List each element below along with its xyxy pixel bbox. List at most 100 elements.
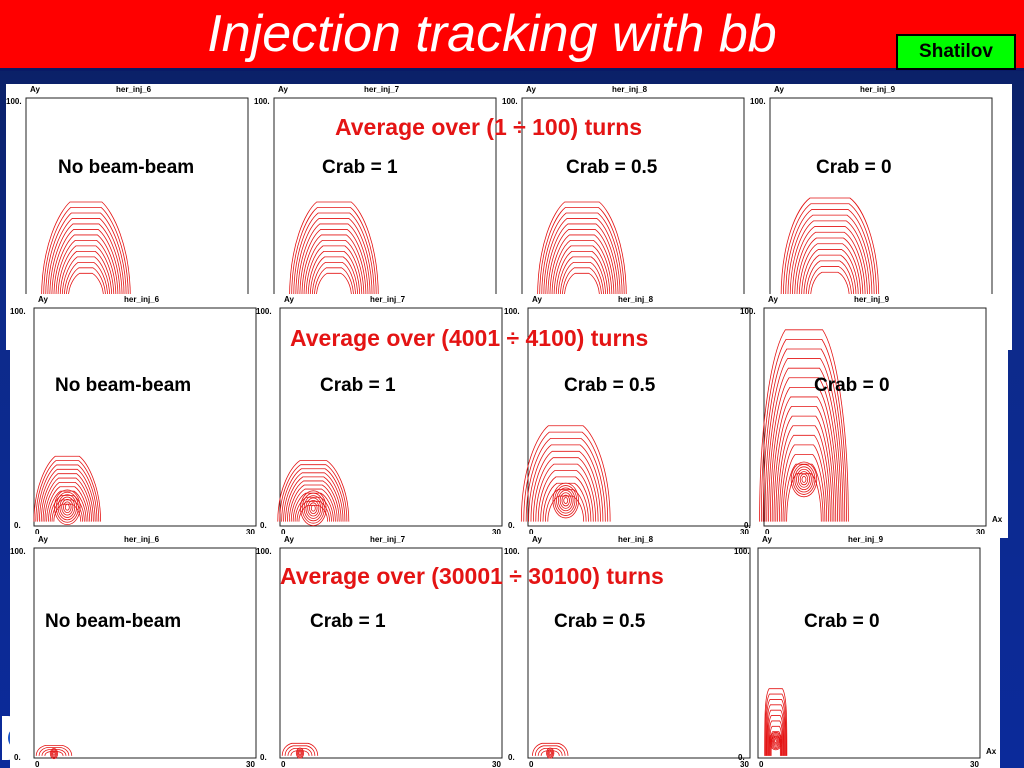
contour-core: [63, 501, 72, 514]
contour-plot-row2-her-inj-7: Ay her_inj_7 100. 0. 0 30: [256, 294, 503, 538]
y-axis-title: Ay: [768, 295, 778, 304]
contour-line: [33, 455, 101, 522]
contour-core: [64, 503, 70, 511]
contour-line: [283, 472, 344, 522]
contour-line: [290, 750, 310, 756]
x-tick-left: 0: [281, 528, 286, 537]
contour-line: [798, 243, 862, 299]
contour-line: [810, 271, 850, 299]
plot-svg: Ay her_inj_8 100.: [502, 85, 745, 299]
contour-line: [520, 425, 611, 522]
contour-core: [310, 504, 316, 512]
contour-line: [525, 438, 606, 522]
plot-name: her_inj_6: [116, 85, 152, 94]
x-tick-left: 0: [35, 528, 40, 537]
y-tick-top: 100.: [504, 307, 520, 316]
title-bar: [0, 0, 1024, 71]
contour-line: [768, 377, 840, 522]
contour-plot-row1-her-inj-8: Ay her_inj_8 100.: [502, 84, 747, 299]
plot-frame: [33, 547, 257, 759]
contour-line: [57, 245, 115, 299]
contour-line: [284, 745, 316, 756]
x-tick-right: 30: [246, 528, 255, 537]
row2-label-no-bb: No beam-beam: [55, 375, 192, 396]
contour-core: [552, 482, 579, 519]
contour-line: [541, 212, 623, 299]
plot-frame: [757, 547, 981, 759]
contour-core: [769, 733, 782, 750]
contour-line: [537, 470, 594, 522]
y-tick-top: 100.: [256, 307, 272, 316]
plot-name: her_inj_7: [370, 295, 406, 304]
plot-name: her_inj_7: [370, 535, 406, 544]
x-tick-left: 0: [281, 760, 286, 768]
contour-line: [773, 406, 835, 522]
contour-line: [559, 261, 605, 299]
contour-line: [551, 240, 613, 299]
contour-line: [55, 240, 117, 299]
y-tick-top: 100.: [10, 307, 26, 316]
contour-core: [801, 476, 807, 483]
contour-line: [35, 460, 100, 522]
contour-line: [537, 201, 627, 299]
contour-core: [57, 494, 77, 521]
plot-name: her_inj_9: [848, 535, 884, 544]
contour-line: [767, 715, 784, 756]
y-axis-title: Ay: [532, 535, 542, 544]
slide-title: Injection tracking with bb: [207, 5, 777, 63]
contour-line: [807, 266, 852, 299]
row1-label-crab-0: Crab = 0: [816, 157, 892, 178]
x-tick-left: 0: [35, 760, 40, 768]
contour-line: [545, 223, 619, 299]
x-axis-title: Ax: [986, 747, 997, 756]
row1-label-crab-1: Crab = 1: [322, 157, 398, 178]
contour-line: [539, 207, 625, 299]
row2-label-crab-0: Crab = 0: [814, 375, 890, 396]
x-tick-right: 30: [246, 760, 255, 768]
contour-plot-row2-her-inj-6: Ay her_inj_6 100. 0. 0 30: [10, 294, 257, 538]
row3-label-crab-1: Crab = 1: [310, 611, 386, 632]
contour-line: [780, 444, 828, 522]
contour-line: [771, 396, 837, 522]
contour-line: [42, 477, 92, 522]
contour-line: [530, 450, 601, 522]
contour-core: [55, 491, 79, 523]
contour-line: [281, 468, 346, 522]
contour-core: [307, 500, 320, 517]
plot-frame: [763, 307, 987, 527]
contour-line: [277, 460, 350, 522]
contour-line: [301, 234, 367, 299]
contour-line: [780, 197, 880, 299]
y-tick-top: 100.: [6, 97, 22, 106]
contour-line: [782, 454, 826, 522]
contour-line: [561, 267, 603, 299]
y-axis-title: Ay: [38, 535, 48, 544]
contour-line: [38, 747, 70, 756]
plot-frame: [527, 307, 751, 527]
contour-line: [289, 201, 379, 299]
contour-core: [50, 749, 58, 758]
plot-svg: Ay her_inj_7 100. 0. 0 30: [256, 295, 503, 537]
contour-core: [59, 496, 76, 518]
contour-core: [768, 732, 783, 751]
plot-name: her_inj_6: [124, 535, 160, 544]
contour-line: [309, 256, 359, 299]
contour-core: [301, 492, 325, 524]
plot-frame: [279, 307, 503, 527]
contour-line: [313, 267, 355, 299]
contour-line: [532, 742, 569, 756]
y-tick-top: 100.: [256, 547, 272, 556]
contour-line: [296, 500, 330, 522]
contour-core: [796, 468, 812, 491]
plot-svg: Ay her_inj_6 100.: [6, 85, 249, 299]
contour-line: [51, 229, 121, 299]
contour-line: [789, 220, 871, 299]
contour-line: [528, 444, 604, 522]
contour-line: [792, 226, 868, 299]
contour-line: [67, 272, 104, 299]
y-tick-top: 100.: [734, 547, 750, 556]
y-tick-bottom: 0.: [508, 521, 515, 530]
contour-line: [785, 209, 875, 299]
contour-core: [563, 497, 569, 504]
x-tick-left: 0: [759, 760, 764, 768]
